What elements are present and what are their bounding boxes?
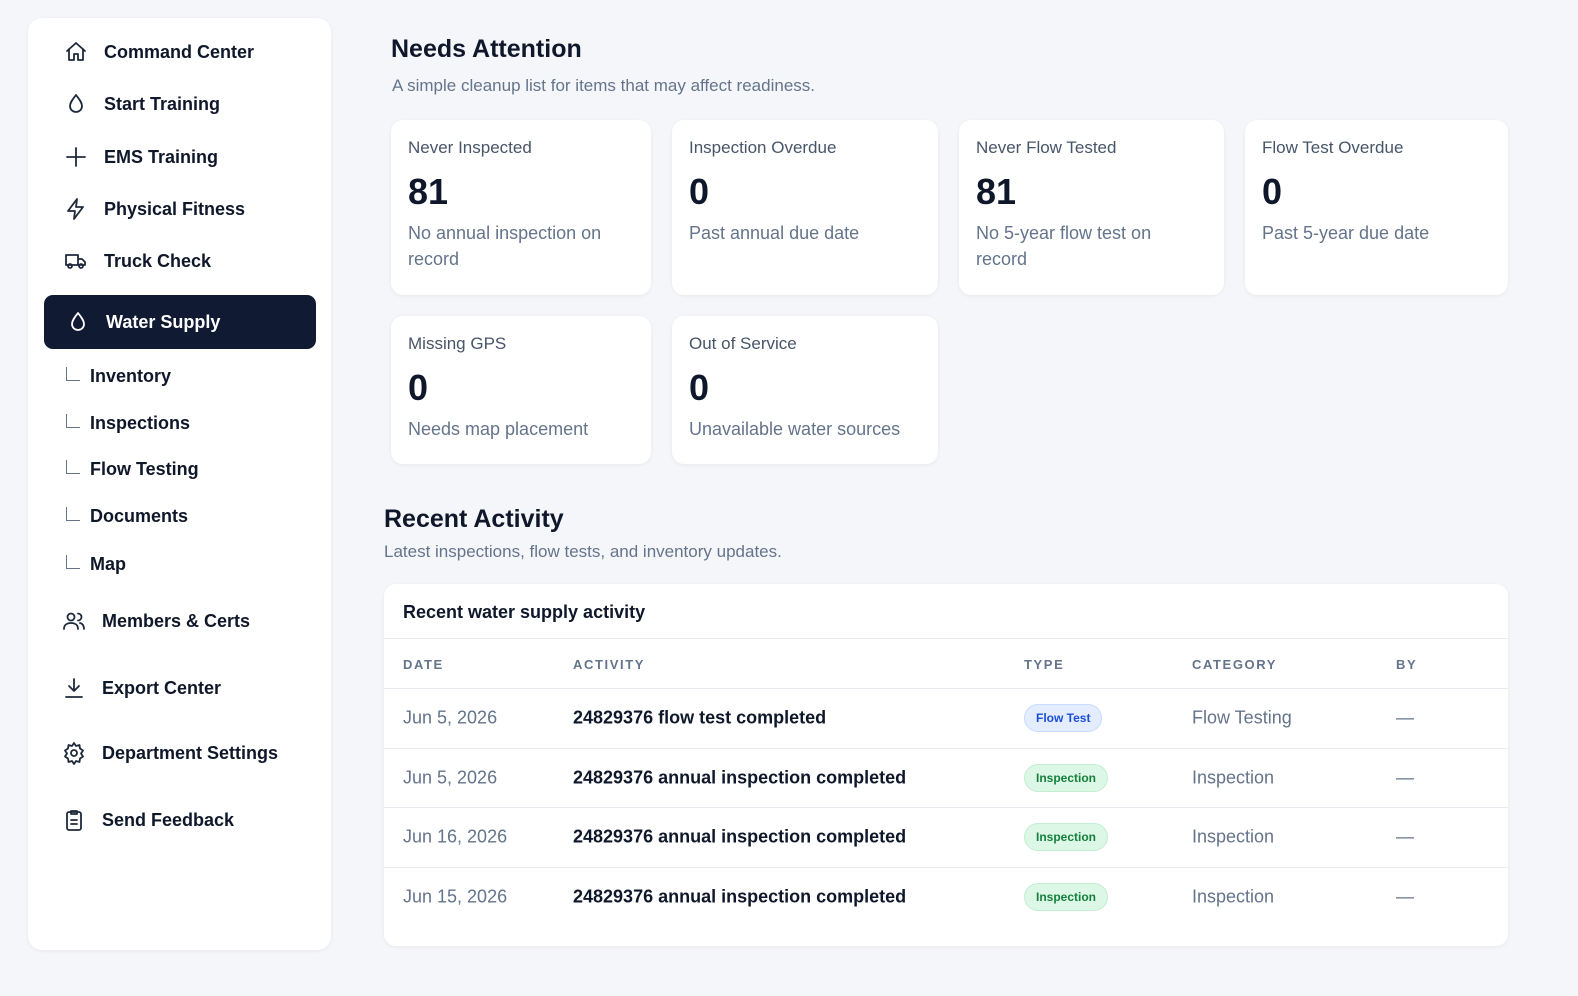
cell: Inspection xyxy=(1192,826,1275,847)
nav-label: Start Training xyxy=(104,93,221,114)
nav-label: Command Center xyxy=(104,41,255,62)
nav-label: Truck Check xyxy=(104,250,212,271)
column-header: TYPE xyxy=(1024,657,1065,672)
card-value: 81 xyxy=(408,171,449,212)
nav-label: Inventory xyxy=(90,366,172,386)
stat-card: Never Flow Tested 81 No 5-year flow test o… xyxy=(959,120,1224,295)
row-divider xyxy=(384,866,1508,868)
card-label: Flow Test Overdue xyxy=(1262,138,1404,157)
cell: Flow Testing xyxy=(1192,707,1292,728)
card-value: 0 xyxy=(1262,171,1283,212)
card-description: Past annual due date xyxy=(689,223,860,243)
card-label: Missing GPS xyxy=(408,334,507,353)
card-value: 0 xyxy=(408,367,429,408)
table-title: Recent water supply activity xyxy=(403,602,646,622)
cell: 24829376 flow test completed xyxy=(573,707,827,728)
subnav-item[interactable]: Flow Testing xyxy=(66,459,199,480)
cell: — xyxy=(1396,886,1414,906)
type-badge: Inspection xyxy=(1024,763,1109,792)
column-header: BY xyxy=(1396,657,1418,672)
nav-item[interactable]: Export Center xyxy=(62,676,221,700)
activity-table: Recent water supply activity DATE ACTIVIT… xyxy=(384,584,1508,946)
divider xyxy=(384,688,1508,689)
card-label: Out of Service xyxy=(689,334,797,353)
nav-label: Members & Certs xyxy=(102,610,251,631)
column-header: ACTIVITY xyxy=(573,657,646,672)
cell: Jun 5, 2026 xyxy=(403,767,498,787)
nav-label: Send Feedback xyxy=(102,809,235,830)
nav-label: Inspections xyxy=(90,413,191,433)
nav-item[interactable]: Department Settings xyxy=(62,741,278,765)
card-description: Unavailable water sources xyxy=(689,419,901,439)
nav-item[interactable]: Send Feedback xyxy=(62,808,234,832)
stat-card: Out of Service 0 Unavailable water sources xyxy=(672,316,938,464)
stat-card: Never Inspected 81 No annual inspection on… xyxy=(391,120,651,295)
cell: Jun 15, 2026 xyxy=(403,886,508,906)
sidebar xyxy=(28,18,331,950)
card-description: Needs map placement xyxy=(408,419,589,439)
nav-item[interactable]: Physical Fitness xyxy=(64,197,245,221)
card-description: No 5-year flow test on record xyxy=(976,223,1152,269)
subnav-item[interactable]: Map xyxy=(66,554,126,575)
nav-item-active[interactable]: Water Supply xyxy=(44,295,316,349)
nav-label: Water Supply xyxy=(106,311,221,332)
section-title: Recent Activity xyxy=(384,505,564,533)
nav-label: Physical Fitness xyxy=(104,198,246,219)
divider xyxy=(384,638,1508,639)
nav-label: Export Center xyxy=(102,677,222,698)
nav-item[interactable]: Start Training xyxy=(64,92,220,116)
nav-item[interactable]: EMS Training xyxy=(64,145,218,169)
column-header: DATE xyxy=(403,657,444,672)
nav-label: Map xyxy=(90,554,126,574)
card-value: 81 xyxy=(976,171,1017,212)
cell: Jun 5, 2026 xyxy=(403,707,498,728)
cell: — xyxy=(1396,767,1414,787)
card-label: Never Flow Tested xyxy=(976,138,1117,157)
cell: 24829376 annual inspection completed xyxy=(573,886,907,906)
section-subtitle: Latest inspections, flow tests, and inve… xyxy=(384,542,782,561)
section-subtitle: A simple cleanup list for items that may… xyxy=(392,76,815,95)
subnav-item[interactable]: Inspections xyxy=(66,413,190,434)
row-divider xyxy=(384,807,1508,808)
card-value: 0 xyxy=(689,367,710,408)
nav-label: Flow Testing xyxy=(90,459,199,479)
stat-card: Flow Test Overdue 0 Past 5-year due date xyxy=(1245,120,1508,295)
nav-item[interactable]: Command Center xyxy=(64,40,254,64)
type-badge: Inspection xyxy=(1024,823,1109,851)
column-header: CATEGORY xyxy=(1192,657,1278,672)
row-divider xyxy=(384,747,1508,749)
cell: 24829376 annual inspection completed xyxy=(573,826,907,847)
stat-card: Inspection Overdue 0 Past annual due date xyxy=(672,120,938,295)
cell: Inspection xyxy=(1192,767,1275,787)
subnav-item[interactable]: Documents xyxy=(66,506,188,527)
cell: — xyxy=(1396,826,1414,847)
card-description: No annual inspection on record xyxy=(408,223,602,269)
type-badge: Inspection xyxy=(1024,882,1109,911)
section-title: Needs Attention xyxy=(391,35,582,63)
cell: — xyxy=(1396,707,1414,728)
nav-label: Department Settings xyxy=(102,742,279,763)
nav-item[interactable]: Members & Certs xyxy=(62,609,250,633)
cell: Inspection xyxy=(1192,886,1275,906)
nav-label: Documents xyxy=(90,506,189,526)
card-description: Past 5-year due date xyxy=(1262,223,1430,243)
subnav-item[interactable]: Inventory xyxy=(66,366,171,387)
type-badge: Flow Test xyxy=(1024,704,1103,732)
cell: Jun 16, 2026 xyxy=(403,826,508,847)
cell: 24829376 annual inspection completed xyxy=(573,767,907,787)
nav-item[interactable]: Truck Check xyxy=(64,249,211,273)
stat-card: Missing GPS 0 Needs map placement xyxy=(391,316,651,464)
card-value: 0 xyxy=(689,171,710,212)
nav-label: EMS Training xyxy=(104,146,219,167)
card-label: Inspection Overdue xyxy=(689,138,837,157)
card-label: Never Inspected xyxy=(408,138,532,157)
